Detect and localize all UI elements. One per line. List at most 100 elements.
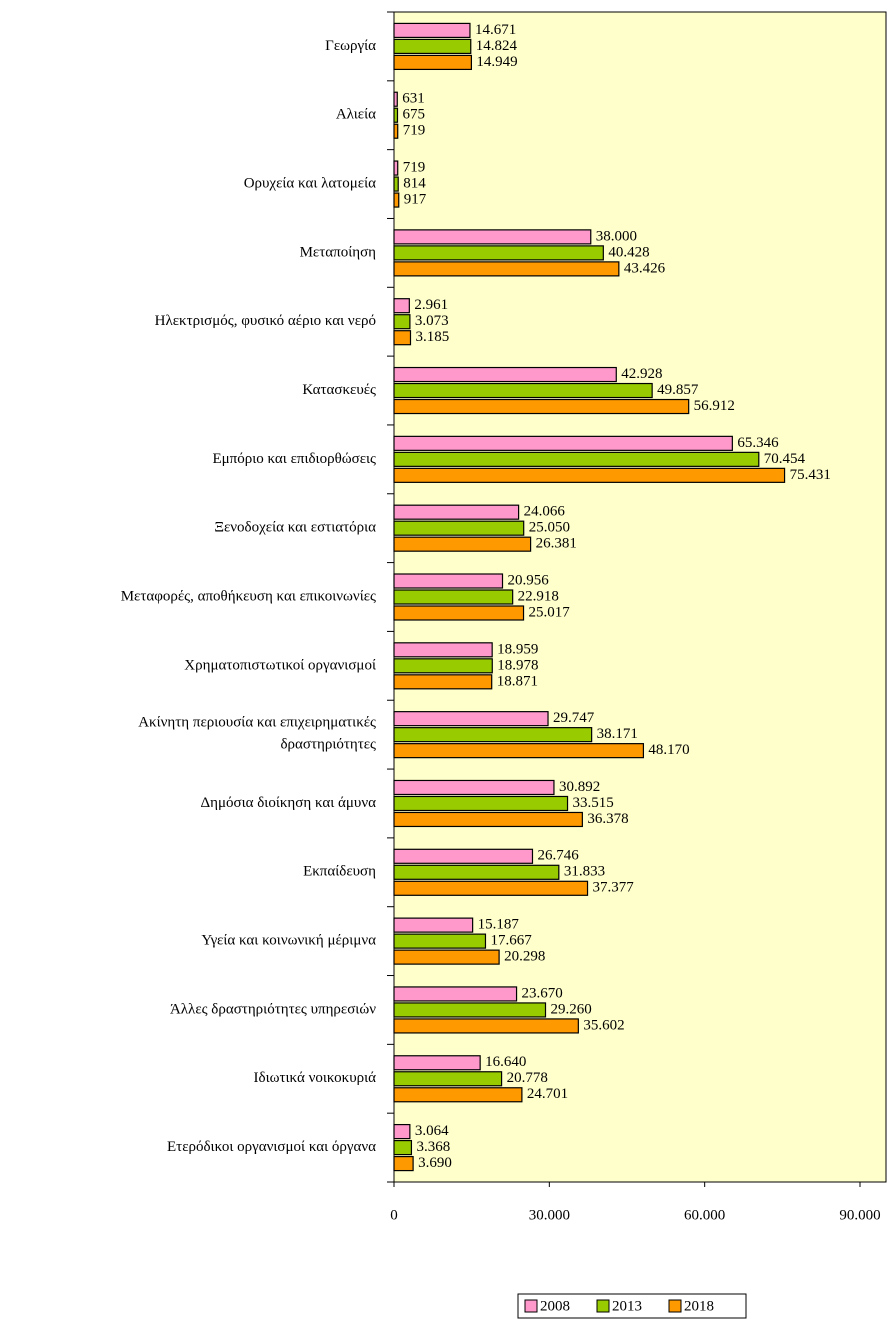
value-label: 29.747 — [553, 710, 595, 726]
bar — [393, 298, 410, 314]
value-label: 631 — [402, 91, 425, 107]
x-tick-label: 0 — [390, 1207, 398, 1223]
bar — [393, 986, 518, 1002]
bar — [393, 674, 493, 690]
category-label: Άλλες δραστηριότητες υπηρεσιών — [170, 1001, 376, 1017]
bar — [393, 933, 487, 949]
value-label: 3.690 — [418, 1155, 452, 1171]
bar — [393, 658, 493, 674]
category-label: Κατασκευές — [302, 382, 376, 398]
value-label: 25.050 — [529, 520, 570, 536]
value-label: 17.667 — [490, 933, 532, 949]
value-label: 3.368 — [416, 1139, 450, 1155]
value-label: 33.515 — [573, 795, 614, 811]
bar — [393, 435, 733, 451]
x-tick-label: 30.000 — [529, 1207, 570, 1223]
legend-box — [517, 1293, 747, 1319]
bar — [393, 1087, 523, 1103]
value-label: 31.833 — [564, 864, 605, 880]
category-label: Ορυχεία και λατομεία — [244, 175, 376, 191]
bar — [393, 38, 472, 55]
bar — [393, 1139, 413, 1156]
value-label: 917 — [404, 191, 427, 207]
value-label: 49.857 — [657, 382, 699, 398]
value-label: 18.978 — [497, 657, 538, 673]
value-label: 14.824 — [476, 38, 518, 54]
value-label: 75.431 — [790, 467, 831, 483]
value-label: 3.073 — [415, 313, 449, 329]
bar — [393, 261, 620, 277]
bar — [393, 1123, 411, 1140]
category-label: Δημόσια διοίκηση και άμυνα — [200, 795, 376, 811]
bar — [393, 467, 786, 483]
bar — [393, 1018, 579, 1034]
bar — [393, 176, 399, 192]
legend-swatch — [668, 1299, 682, 1313]
value-label: 40.428 — [608, 244, 649, 260]
value-label: 18.871 — [497, 673, 538, 689]
category-label: Ξενοδοχεία και εστιατόρια — [214, 520, 376, 536]
value-label: 814 — [403, 175, 426, 191]
legend-label: 2008 — [540, 1298, 570, 1314]
bar — [393, 864, 560, 880]
value-label: 3.064 — [415, 1123, 449, 1139]
bar — [393, 520, 525, 536]
bar — [393, 949, 500, 965]
value-label: 36.378 — [587, 811, 628, 827]
value-label: 15.187 — [478, 917, 520, 933]
value-label: 70.454 — [764, 451, 806, 467]
value-label: 16.640 — [485, 1054, 526, 1070]
bar — [393, 366, 617, 383]
bar — [393, 22, 471, 39]
value-label: 24.066 — [524, 504, 566, 520]
bar — [393, 504, 520, 520]
legend-label: 2018 — [684, 1298, 714, 1314]
category-label: Γεωργία — [325, 38, 376, 54]
legend: 2008 2013 2018 — [517, 1293, 747, 1319]
category-label: Χρηματοπιστωτικοί οργανισμοί — [184, 657, 376, 673]
category-label: Υγεία και κοινωνική μέριμνα — [201, 933, 376, 949]
value-label: 26.381 — [536, 536, 577, 552]
bar — [393, 642, 493, 658]
value-label: 43.426 — [624, 260, 666, 276]
bar — [393, 382, 653, 399]
bar — [393, 573, 504, 589]
bar — [393, 536, 532, 552]
bar — [393, 314, 411, 330]
bar — [393, 1002, 547, 1018]
legend-swatch — [596, 1299, 610, 1313]
bar — [393, 229, 592, 245]
bar — [393, 123, 399, 139]
category-label: Ακίνητη περιουσία και επιχειρηματικές δρα… — [138, 715, 376, 753]
bar — [393, 917, 474, 933]
value-label: 65.346 — [737, 435, 779, 451]
value-label: 3.185 — [415, 329, 449, 345]
value-label: 18.959 — [497, 641, 538, 657]
value-label: 30.892 — [559, 779, 600, 795]
x-tick-label: 60.000 — [684, 1207, 725, 1223]
value-label: 719 — [403, 159, 426, 175]
bar — [393, 1155, 414, 1172]
value-label: 14.671 — [475, 22, 516, 38]
bar — [393, 1055, 481, 1071]
bar — [393, 91, 398, 107]
category-label: Εκπαίδευση — [303, 864, 376, 880]
bar — [393, 779, 555, 796]
bar — [393, 192, 400, 208]
bar — [393, 1071, 503, 1087]
bar — [393, 811, 583, 828]
value-label: 48.170 — [648, 742, 689, 758]
value-label: 24.701 — [527, 1086, 568, 1102]
category-label: Εμπόριο και επιδιορθώσεις — [212, 451, 376, 467]
value-label: 38.000 — [596, 228, 637, 244]
value-label: 20.956 — [508, 572, 550, 588]
category-label: Ιδιωτικά νοικοκυριά — [254, 1070, 377, 1086]
legend-swatch — [524, 1299, 538, 1313]
bar — [393, 880, 589, 896]
bar — [393, 160, 399, 176]
value-label: 42.928 — [621, 366, 662, 382]
value-label: 14.949 — [476, 54, 517, 70]
bar — [393, 330, 412, 346]
x-tick-label: 90.000 — [839, 1207, 880, 1223]
value-label: 35.602 — [583, 1017, 624, 1033]
